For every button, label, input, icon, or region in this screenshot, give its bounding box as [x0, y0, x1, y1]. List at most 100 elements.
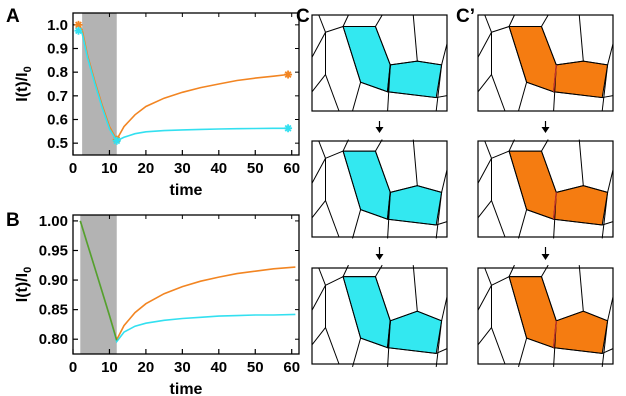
- tissue-frame-border: [311, 14, 448, 112]
- cell-edge: [602, 221, 614, 226]
- cell-edge: [325, 200, 340, 238]
- cell-edge: [491, 327, 506, 365]
- chart-a-x-tick-label: 10: [101, 160, 118, 177]
- cell-edge: [491, 200, 506, 238]
- cell-edge: [375, 14, 383, 27]
- cell-interface: [552, 320, 557, 348]
- cell-edge: [318, 267, 326, 286]
- down-arrow-icon: [375, 247, 384, 260]
- tissue-frame-c-prime-3: [477, 264, 614, 368]
- cell-edge: [477, 285, 492, 311]
- cell-edge: [583, 60, 608, 66]
- chart-b-y-tick-label: 0.85: [39, 302, 68, 319]
- highlighted-cell-2: [553, 60, 609, 99]
- cell-edge: [556, 310, 584, 322]
- cell-edge: [556, 185, 584, 193]
- cell-edge: [318, 14, 326, 33]
- tissue-frame-c-1: [311, 14, 448, 112]
- cell-interface: [386, 64, 391, 92]
- chart-b-y-tick-label: 0.90: [39, 272, 68, 289]
- cell-edge: [508, 26, 528, 83]
- chart-b-y-tick-label: 1.00: [39, 213, 68, 230]
- chart-b-x-tick-label: 10: [101, 359, 118, 376]
- cell-edge: [342, 14, 349, 27]
- chart-a-x-tick-label: 40: [210, 160, 227, 177]
- cell-edge: [435, 192, 443, 239]
- cell-edge: [325, 26, 344, 33]
- cell-edge: [318, 140, 326, 159]
- cell-edge: [553, 347, 603, 354]
- tissue-frame-border: [477, 14, 614, 112]
- chart-a-y-tick-label: 0.7: [47, 88, 68, 105]
- chart-a-series-1-marker: [284, 124, 293, 133]
- cell-edge: [540, 150, 557, 193]
- cell-edge: [387, 347, 437, 354]
- down-arrow-icon: [541, 247, 550, 260]
- panel-letter-c-prime: C’: [456, 6, 475, 27]
- chart-b-x-tick-label: 40: [210, 359, 227, 376]
- tissue-frame-c-2: [311, 139, 448, 239]
- chart-a-y-axis-title: I(t)/I0: [14, 66, 34, 101]
- cell-edge: [477, 158, 492, 184]
- cell-edge: [360, 81, 388, 93]
- cell-edge: [518, 209, 528, 239]
- cell-edge: [477, 200, 492, 219]
- cell-edge: [352, 82, 362, 112]
- cell-edge: [526, 209, 554, 220]
- chart-a-y-tick-label: 0.5: [47, 135, 68, 152]
- tissue-panels: [311, 14, 614, 368]
- highlighted-cell-2: [387, 60, 443, 99]
- cell-edge: [541, 264, 549, 277]
- cell-edge: [435, 64, 443, 112]
- cell-edge: [583, 310, 608, 322]
- chart-b-x-tick-label: 60: [283, 359, 300, 376]
- cell-edge: [412, 14, 418, 62]
- cell-edge: [508, 14, 515, 27]
- tissue-frame-border: [311, 267, 448, 365]
- cell-edge: [352, 337, 362, 368]
- cell-edge: [390, 310, 418, 322]
- cell-edge: [311, 158, 326, 184]
- chart-b-y-tick-label: 0.80: [39, 331, 68, 348]
- tissue-frame-border: [477, 140, 614, 238]
- chart-a-x-tick-label: 20: [138, 160, 155, 177]
- cell-edge: [390, 60, 418, 66]
- cell-edge: [387, 91, 437, 99]
- cell-edge: [583, 185, 608, 193]
- cell-edge: [374, 26, 391, 66]
- chart-b-y-tick-label: 0.95: [39, 242, 68, 259]
- chart-b-y-axis-title: I(t)/I0: [14, 267, 34, 302]
- cell-edge: [540, 276, 557, 321]
- cell-interface: [386, 192, 391, 220]
- cell-edge: [342, 26, 362, 83]
- chart-a-y-tick-label: 1.0: [47, 17, 68, 34]
- cell-edge: [412, 139, 418, 186]
- cell-edge: [491, 276, 510, 286]
- cell-edge: [578, 14, 584, 62]
- chart-b-x-tick-label: 20: [138, 359, 155, 376]
- tissue-frame-c-prime-1: [477, 14, 614, 112]
- cell-edge: [607, 43, 614, 66]
- cell-edge: [441, 296, 448, 321]
- chart-a-series-1-line: [78, 30, 289, 142]
- tissue-frame-border: [477, 267, 614, 365]
- cell-edge: [508, 264, 515, 277]
- cell-edge: [311, 327, 326, 346]
- cell-edge: [541, 14, 549, 27]
- cell-edge: [342, 276, 362, 339]
- cell-edge: [508, 276, 528, 339]
- tissue-frame-c-prime-2: [477, 139, 614, 239]
- cell-edge: [526, 337, 554, 349]
- cell-interface: [552, 64, 557, 92]
- chart-b: 0 10 20 30 40 50 60 0.80 0.85 0.90 0.95 1.00 time I(t…: [14, 213, 300, 396]
- cell-edge: [435, 348, 448, 354]
- cell-edge: [412, 265, 418, 312]
- cell-edge: [484, 140, 492, 159]
- cell-edge: [325, 327, 340, 365]
- chart-a-x-tick-label: 50: [247, 160, 264, 177]
- cell-edge: [342, 264, 349, 277]
- chart-b-x-axis-title: time: [170, 381, 203, 396]
- cell-edge: [491, 26, 510, 33]
- chart-b-series-2-line: [79, 220, 118, 341]
- cell-edge: [375, 264, 383, 277]
